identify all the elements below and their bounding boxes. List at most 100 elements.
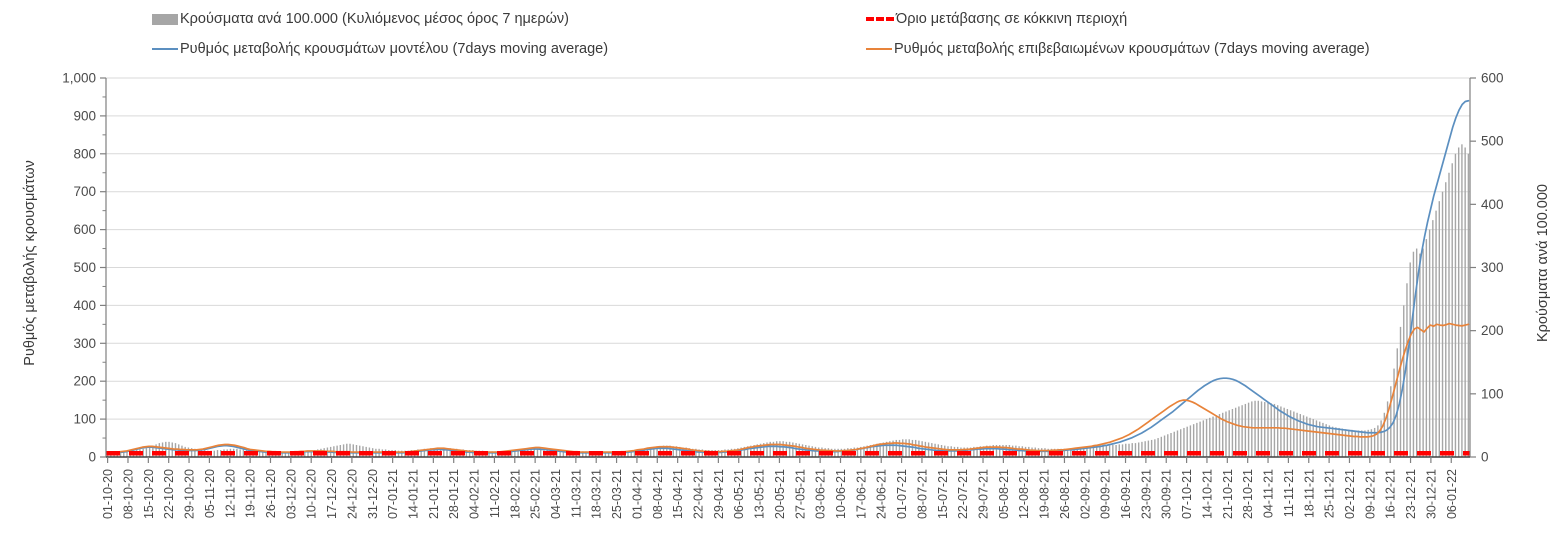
x-tick-label: 25-11-21 — [1323, 469, 1337, 518]
y-right-tick-label: 200 — [1481, 323, 1504, 338]
bar — [1180, 429, 1182, 457]
y-left-tick-label: 200 — [73, 374, 96, 389]
bar — [1264, 402, 1266, 457]
bar — [672, 446, 674, 457]
bar — [1306, 416, 1308, 457]
x-tick-label: 09-09-21 — [1099, 469, 1113, 519]
bar — [795, 443, 797, 457]
bar — [1448, 172, 1450, 457]
bar — [1377, 425, 1379, 457]
bar — [1361, 430, 1363, 457]
bar — [1018, 446, 1020, 457]
bar — [1070, 448, 1072, 457]
bar — [1021, 446, 1024, 457]
bar — [220, 450, 222, 457]
bar — [1273, 403, 1276, 457]
x-tick-label: 06-05-21 — [732, 469, 746, 519]
bar — [834, 448, 836, 457]
x-tick-label: 02-09-21 — [1078, 469, 1092, 519]
bar — [1299, 414, 1302, 457]
bar — [746, 446, 749, 457]
bar — [882, 442, 885, 457]
x-tick-label: 26-08-21 — [1058, 469, 1072, 519]
bar — [1367, 429, 1369, 457]
bar — [106, 454, 109, 457]
bar — [1451, 163, 1453, 457]
x-tick-label: 18-11-21 — [1302, 469, 1316, 518]
bar — [743, 446, 746, 457]
bar — [346, 443, 348, 457]
legend-item-cases-per-100k[interactable]: Κρούσματα ανά 100.000 (Κυλιόμενος μέσος … — [152, 12, 569, 27]
bar — [679, 446, 681, 457]
x-tick-label: 29-10-20 — [183, 469, 197, 519]
x-tick-label: 22-04-21 — [692, 469, 706, 519]
bar — [1238, 406, 1240, 457]
bar — [1163, 435, 1166, 457]
x-tick-label: 29-04-21 — [712, 469, 726, 519]
y-right-tick-label: 300 — [1481, 260, 1504, 275]
x-tick-label: 04-11-21 — [1262, 469, 1276, 518]
red-dashed-line-swatch-icon — [866, 17, 894, 22]
bar — [472, 450, 474, 457]
x-tick-label: 13-05-21 — [753, 469, 767, 519]
bar — [1115, 445, 1117, 457]
bar — [401, 450, 403, 457]
bar — [840, 448, 843, 457]
bar — [872, 444, 875, 457]
bar — [404, 450, 406, 457]
bar — [1267, 402, 1269, 457]
bar — [779, 441, 781, 457]
bar — [158, 443, 161, 457]
bar — [397, 450, 400, 457]
y-left-tick-label: 0 — [88, 450, 96, 465]
bar — [585, 451, 587, 457]
bar — [1422, 248, 1424, 457]
bar — [1066, 448, 1069, 457]
bar — [999, 445, 1001, 457]
bar — [1228, 410, 1230, 457]
y-right-tick-label: 400 — [1481, 197, 1504, 212]
legend-item-model-rate[interactable]: Ρυθμός μεταβολής κρουσμάτων μοντέλου (7d… — [152, 42, 608, 57]
x-tick-label: 30-09-21 — [1160, 469, 1174, 519]
bar — [161, 442, 164, 457]
bar-swatch-icon — [152, 13, 178, 25]
x-tick-label: 23-09-21 — [1139, 469, 1153, 519]
bar — [1315, 420, 1318, 457]
bar — [1254, 400, 1256, 457]
legend-item-red-zone-threshold[interactable]: Όριο μετάβασης σε κόκκινη περιοχή — [866, 12, 1127, 27]
bar — [1215, 415, 1217, 457]
bar — [491, 451, 493, 457]
x-tick-label: 08-10-20 — [121, 469, 135, 519]
bar — [863, 446, 865, 457]
bar — [1157, 438, 1159, 457]
x-tick-label: 07-10-21 — [1180, 469, 1194, 519]
bar — [194, 448, 196, 457]
x-tick-label: 11-11-21 — [1282, 469, 1296, 517]
bar — [1283, 407, 1285, 457]
legend-label-red-zone-threshold: Όριο μετάβασης σε κόκκινη περιοχή — [896, 11, 1128, 27]
bar — [876, 443, 878, 457]
bar — [126, 451, 128, 457]
bar — [1312, 419, 1314, 457]
bar — [1160, 436, 1163, 457]
bar — [721, 450, 723, 457]
bar — [788, 441, 791, 457]
bar — [902, 439, 904, 457]
bar — [785, 441, 788, 457]
x-tick-label: 03-12-20 — [284, 469, 298, 519]
bar — [856, 447, 859, 457]
gridlines — [106, 77, 1470, 458]
bar — [1044, 448, 1046, 457]
bar — [468, 450, 471, 457]
bar — [772, 441, 775, 457]
x-tick-label: 15-07-21 — [936, 469, 950, 519]
x-tick-label: 16-12-21 — [1384, 469, 1398, 519]
x-tick-label: 31-12-20 — [366, 469, 380, 519]
bar — [801, 444, 804, 457]
bar — [494, 451, 497, 457]
x-tick-label: 01-04-21 — [630, 469, 644, 519]
bar — [1196, 422, 1198, 457]
bar — [769, 441, 771, 457]
bar — [488, 451, 490, 457]
legend-item-confirmed-rate[interactable]: Ρυθμός μεταβολής επιβεβαιωμένων κρουσμάτ… — [866, 42, 1370, 57]
